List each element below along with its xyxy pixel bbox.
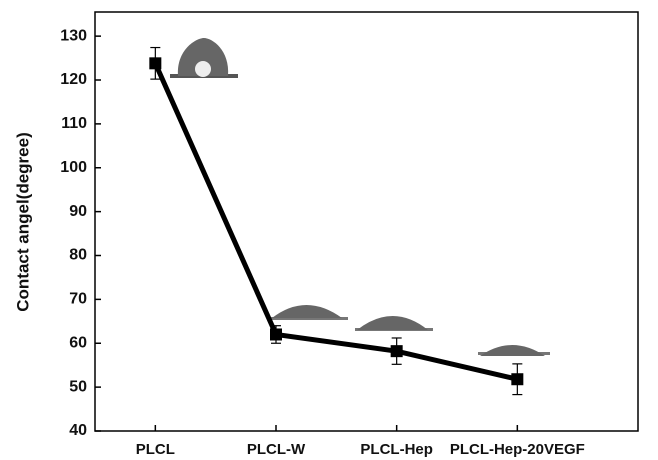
- droplet: [270, 305, 348, 320]
- droplet: [355, 316, 433, 331]
- chart: Contact angel(degree) 40 50 60 70 80 90 100 110…: [0, 0, 658, 460]
- y-tick-label: 80: [69, 247, 87, 264]
- y-tick-label: 40: [69, 422, 87, 439]
- marker: [511, 373, 523, 385]
- x-tick-label: PLCL-Hep-20VEGF: [450, 441, 585, 458]
- y-tick-label: 60: [69, 334, 87, 351]
- marker: [391, 345, 403, 357]
- y-tick-label: 130: [60, 27, 87, 44]
- droplet: [478, 345, 550, 356]
- y-tick-label: 50: [69, 378, 87, 395]
- y-axis-label: Contact angel(degree): [13, 132, 32, 311]
- droplet: [170, 38, 238, 78]
- y-tick-label: 110: [61, 115, 87, 132]
- marker: [270, 328, 282, 340]
- x-tick-label: PLCL-W: [247, 441, 306, 458]
- y-tick-label: 120: [60, 71, 87, 88]
- x-tick-label: PLCL-Hep: [360, 441, 433, 458]
- data-line: [155, 63, 517, 379]
- droplet-images: [170, 38, 550, 356]
- y-tick-label: 100: [60, 159, 87, 176]
- marker: [149, 57, 161, 69]
- y-tick-label: 90: [69, 203, 87, 220]
- y-tick-label: 70: [69, 291, 87, 308]
- x-tick-label: PLCL: [136, 441, 175, 458]
